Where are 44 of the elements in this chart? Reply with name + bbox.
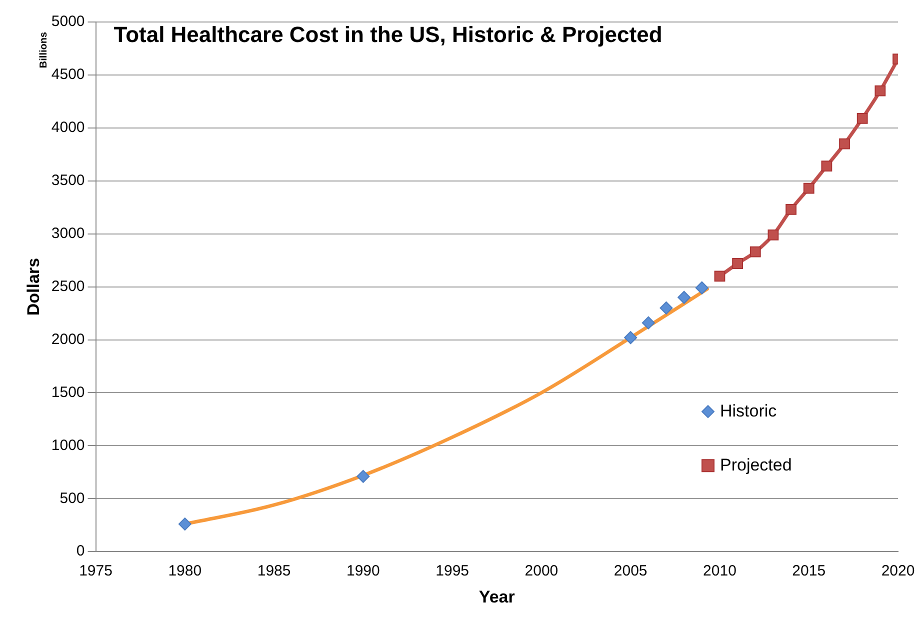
y-tick-label: 2500 (51, 278, 85, 295)
point (642, 316, 655, 330)
y-tick-label: 4000 (51, 119, 85, 136)
y-tick-label: 2000 (51, 330, 85, 348)
point (660, 301, 673, 314)
x-tick-label: 2010 (703, 562, 736, 580)
x-tick-label: 1985 (257, 562, 291, 580)
legend-label: Projected (720, 455, 792, 474)
y-tick-label: 500 (60, 490, 85, 507)
y-tick-label: 0 (76, 542, 85, 560)
point (874, 85, 886, 96)
x-tick-label: 1980 (168, 562, 202, 580)
chart-title: Total Healthcare Cost in the US, Historic & Projected (114, 22, 662, 48)
point (624, 331, 638, 344)
y-tick-label: 1000 (51, 436, 85, 454)
point (356, 470, 370, 483)
x-axis-title: Year (478, 587, 516, 606)
point (750, 246, 761, 258)
x-tick-label: 1995 (436, 562, 470, 580)
y-tick-label: 5000 (51, 13, 85, 30)
x-tick-label: 2005 (614, 562, 648, 580)
point (768, 229, 779, 240)
y-tick-label: 4500 (51, 66, 85, 84)
point (178, 518, 192, 531)
x-tick-label: 1990 (346, 562, 380, 580)
legend-label: Historic (720, 401, 778, 420)
x-tick-label: 2000 (524, 562, 558, 580)
point (856, 112, 868, 124)
point (678, 290, 691, 304)
point (786, 204, 796, 215)
x-tick-label: 2015 (792, 562, 826, 580)
point (821, 160, 832, 172)
point (839, 138, 850, 150)
y-tick-label: 3000 (51, 224, 85, 242)
point (714, 270, 726, 282)
x-tick-label: 1975 (79, 562, 112, 580)
text: Billions (38, 32, 50, 68)
point (803, 182, 814, 194)
y-tick-label: 3500 (51, 172, 85, 190)
x-tick-label: 2020 (881, 562, 915, 580)
point (695, 281, 708, 294)
point (732, 258, 744, 269)
y-axis-title: Dollars (24, 258, 43, 316)
y-tick-label: 1500 (51, 384, 85, 401)
